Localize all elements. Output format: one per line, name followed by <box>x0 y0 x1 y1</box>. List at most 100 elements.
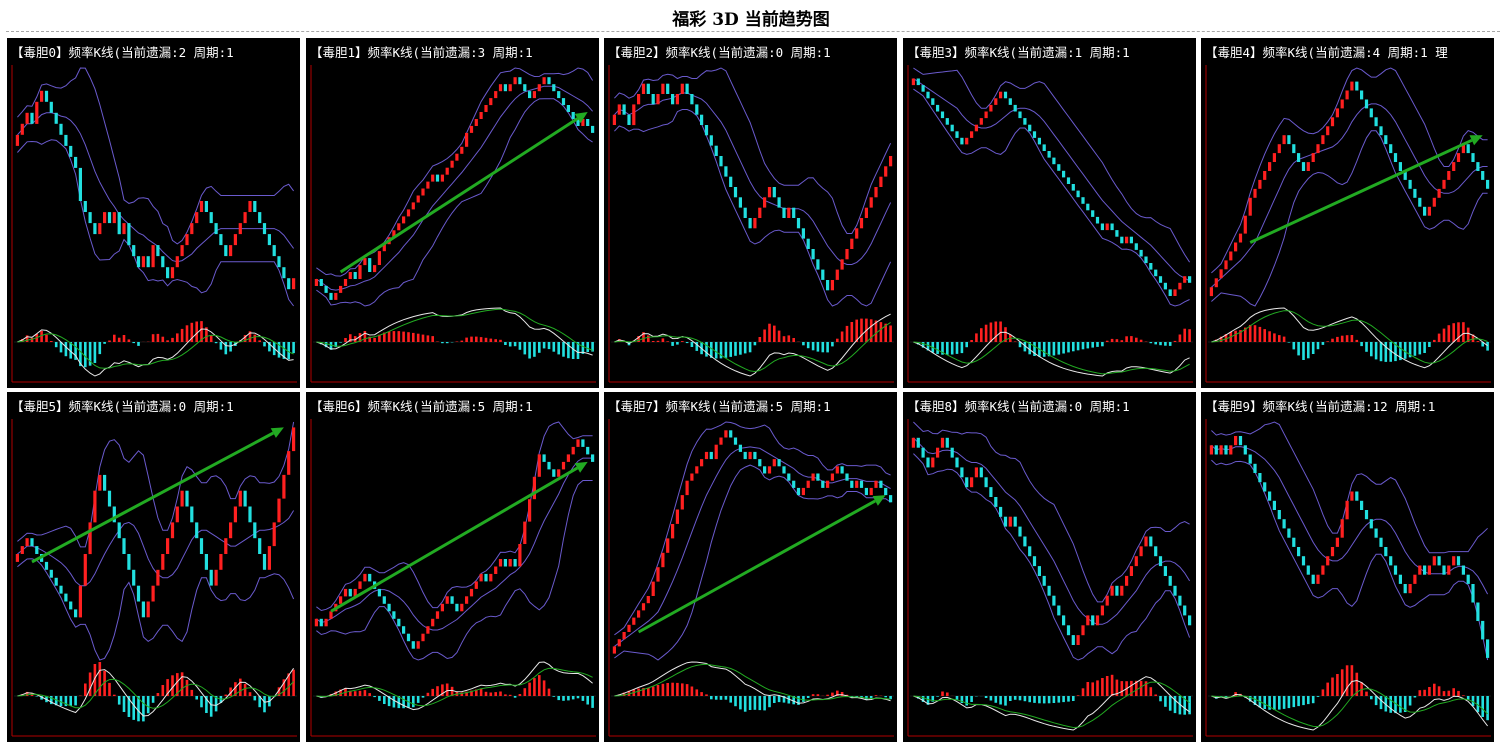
candle <box>368 573 372 582</box>
band-middle <box>17 510 295 587</box>
candle <box>1229 445 1233 455</box>
candle <box>864 487 868 496</box>
candle <box>277 256 281 268</box>
band-lower <box>913 88 1190 307</box>
candle <box>700 459 704 467</box>
candle <box>450 596 454 604</box>
candle <box>513 559 517 567</box>
candle <box>738 444 742 452</box>
candle <box>112 212 116 224</box>
candle <box>1268 491 1272 501</box>
candle <box>267 234 271 246</box>
candle <box>646 596 650 604</box>
candle <box>465 596 469 604</box>
macd-dif-line <box>1211 307 1488 369</box>
band-upper <box>316 67 594 277</box>
candle <box>358 581 362 589</box>
candle <box>382 244 386 252</box>
candle <box>1408 179 1412 189</box>
candle <box>1183 276 1187 283</box>
candle <box>450 160 454 168</box>
candle <box>324 285 328 293</box>
trend-arrow <box>637 499 876 634</box>
candle <box>1086 203 1090 211</box>
candle <box>566 454 570 462</box>
candle <box>248 506 252 523</box>
candle <box>1125 236 1129 244</box>
candle <box>874 480 878 488</box>
candle <box>54 112 58 124</box>
candle <box>112 506 116 523</box>
candle <box>518 544 522 567</box>
candle <box>1023 118 1027 125</box>
candle <box>474 581 478 589</box>
trend-chart-2 <box>608 65 894 383</box>
band-middle <box>17 112 295 263</box>
candle <box>1476 602 1480 621</box>
candle <box>1292 537 1296 547</box>
candle <box>1154 546 1158 557</box>
candle <box>994 497 998 507</box>
candle <box>258 212 262 224</box>
candle <box>950 447 954 458</box>
candle <box>1158 556 1163 567</box>
candle <box>503 84 507 92</box>
candle <box>911 78 915 86</box>
candle <box>1379 537 1383 547</box>
candle <box>199 538 204 554</box>
candle <box>64 593 68 602</box>
candle <box>258 538 262 554</box>
candle <box>204 201 208 212</box>
candle <box>238 490 242 507</box>
candle <box>680 83 684 94</box>
band-upper <box>316 421 593 612</box>
candle <box>1248 197 1252 216</box>
candle <box>816 259 820 270</box>
candle <box>1168 575 1172 586</box>
candle <box>1008 98 1012 105</box>
candle <box>940 111 945 119</box>
candle <box>936 447 940 458</box>
macd-dif-line <box>17 328 294 377</box>
candle <box>1057 605 1061 616</box>
candle <box>719 437 723 445</box>
candle <box>25 112 29 124</box>
candle <box>494 91 498 99</box>
candle <box>377 251 381 265</box>
band-upper <box>1211 421 1488 554</box>
candle <box>1163 566 1167 576</box>
candle <box>93 223 97 235</box>
chart-panel-7: 【毒胆7】频率K线(当前遗漏:5 周期:1 <box>604 392 897 742</box>
panel-title: 【毒胆4】频率K线(当前遗漏:4 周期:1 理 <box>1205 45 1448 60</box>
candle <box>1481 620 1485 640</box>
candle <box>136 256 141 268</box>
candle <box>586 446 590 455</box>
candle <box>1214 278 1218 288</box>
candle <box>1243 215 1247 234</box>
candle <box>695 104 699 115</box>
candle <box>889 495 893 503</box>
candle <box>272 245 276 257</box>
candle <box>931 457 935 468</box>
candle <box>343 588 348 597</box>
candle <box>729 430 733 438</box>
candle <box>248 201 252 212</box>
candle <box>622 632 626 640</box>
candle <box>185 234 189 246</box>
candle <box>175 256 179 268</box>
candle <box>806 238 810 249</box>
candle <box>224 538 228 554</box>
candle <box>1258 179 1262 189</box>
candle <box>1018 111 1022 119</box>
candle <box>1037 137 1041 145</box>
candle <box>117 522 121 539</box>
candle <box>402 216 406 224</box>
candle <box>292 278 296 290</box>
candle <box>397 223 401 231</box>
candle <box>1476 162 1480 171</box>
candle <box>343 279 348 286</box>
candle <box>840 259 844 270</box>
candle <box>1471 153 1475 162</box>
candle <box>965 137 969 145</box>
candle <box>348 272 352 279</box>
